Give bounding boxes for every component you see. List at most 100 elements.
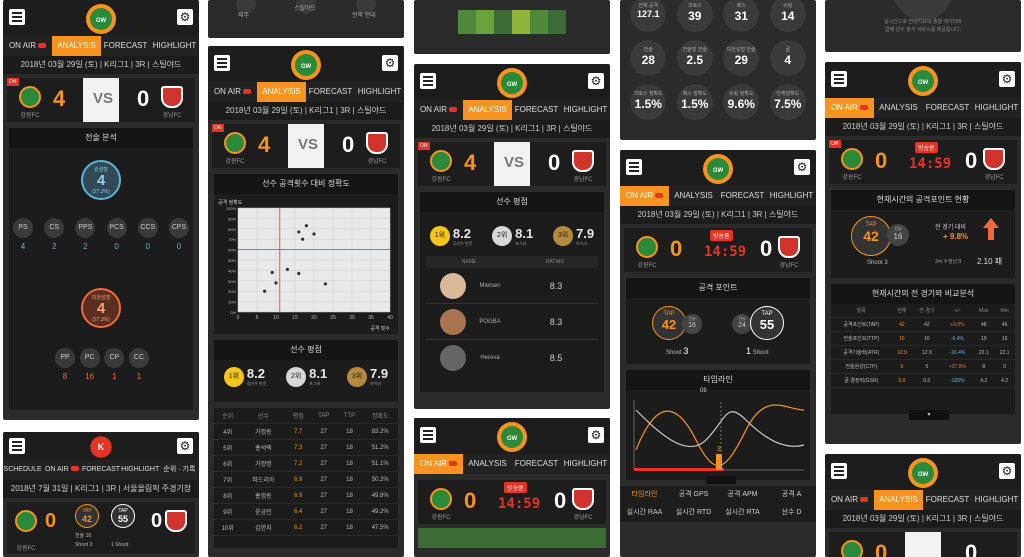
home-score: 0 <box>45 510 57 532</box>
subtab-attack-gps[interactable]: 공격 GPS <box>678 491 709 498</box>
tab-forecast[interactable]: FORECAST <box>103 41 148 50</box>
tab-analysis[interactable]: ANALYSIS <box>257 82 306 102</box>
table-header: 순위 선수 평점 TAP TTP 정확도 <box>214 408 398 424</box>
panel-title: 현재시간의 공격포인트 현황 <box>831 190 1015 210</box>
timeline-mark-08: 08 <box>700 388 707 394</box>
subtab-attack-apm[interactable]: 공격 APM <box>727 491 758 498</box>
tab-onair[interactable]: ON AIR <box>825 98 874 118</box>
tab-onair[interactable]: ON AIR <box>414 454 463 474</box>
tab-highlight[interactable]: HIGHLIGHT <box>974 103 1019 112</box>
away-team-logo <box>572 150 594 172</box>
menu-icon[interactable] <box>9 9 25 25</box>
tab-analysis[interactable]: ANALYSIS <box>874 490 923 510</box>
tab-onair[interactable]: ON AIR <box>3 36 52 56</box>
table-row[interactable]: 전술완성(CTP) 5 5 +37.8% 8 0 <box>831 359 1015 374</box>
menu-icon[interactable] <box>626 159 642 175</box>
table-row[interactable]: 공격포인트(TAP) 42 42 +9.8% 48 46 <box>831 317 1015 332</box>
table-row[interactable]: 7위 파드리아 6.9 27 18 50.2% <box>214 471 398 488</box>
table-cell: 51.2% <box>362 439 398 456</box>
menu-icon[interactable] <box>214 55 230 71</box>
menu-icon[interactable] <box>9 438 25 454</box>
table-cell: 27 <box>310 423 337 440</box>
tab-ranking[interactable]: 순위 · 기록 <box>163 466 196 473</box>
live-badge: 방송중 <box>504 482 527 493</box>
menu-icon[interactable] <box>420 73 436 89</box>
gear-icon[interactable]: ⚙ <box>588 427 604 443</box>
gear-icon[interactable]: ⚙ <box>999 463 1015 479</box>
tab-forecast[interactable]: FORECAST <box>925 103 970 112</box>
subtab-player-d[interactable]: 선수 D <box>781 509 802 516</box>
gear-icon[interactable]: ⚙ <box>382 55 398 71</box>
tab-onair[interactable]: ON AIR <box>414 100 463 120</box>
tab-analysis[interactable]: ANALYSIS <box>52 36 101 56</box>
tab-forecast[interactable]: FORECAST <box>308 87 353 96</box>
table-row[interactable]: 골 결정력(GSR) 0.0 0.0 -320% 4.2 4.2 <box>831 373 1015 388</box>
tab-analysis[interactable]: ANALYSIS <box>879 103 918 112</box>
compare-table-panel: 현재시간의 전 경기와 비교분석 항목 현재 전 경기 +/- Max Min … <box>831 284 1015 420</box>
stat-cs: CS 2 <box>44 218 65 251</box>
tab-onair[interactable]: ON AIR <box>825 490 874 510</box>
tab-onair[interactable]: ON AIR <box>208 82 257 102</box>
tab-analysis[interactable]: ANALYSIS <box>463 100 512 120</box>
table-row[interactable]: 8위 홍정동 6.9 27 18 49.8% <box>214 487 398 504</box>
tab-highlight[interactable]: HIGHLIGHT <box>357 87 402 96</box>
menu-icon[interactable] <box>831 71 847 87</box>
home-team-logo <box>430 488 452 510</box>
tab-highlight[interactable]: HIGHLIGHT <box>974 495 1019 504</box>
table-row[interactable]: 6위 가정명 7.2 27 18 51.1% <box>214 455 398 472</box>
table-cell: 윤금민 <box>241 503 286 520</box>
stat-ps: PS 4 <box>13 218 33 251</box>
table-row[interactable]: 10위 김한지 6.2 27 18 47.5% <box>214 519 398 536</box>
league: K리그1 <box>309 106 334 115</box>
tab-highlight[interactable]: HIGHLIGHT <box>152 41 197 50</box>
tab-highlight[interactable]: HIGHLIGHT <box>563 105 608 114</box>
tab-highlight[interactable]: HIGHLIGHT <box>121 466 160 473</box>
timeline-handle[interactable] <box>706 476 736 484</box>
table-row[interactable]: 전술포인트(TTP) 16 16 -6.4% 19 16 <box>831 331 1015 346</box>
gear-icon[interactable]: ⚙ <box>177 9 193 25</box>
player-row[interactable]: Mietsen 8.3 <box>426 268 598 304</box>
tab-onair[interactable]: ON AIR <box>620 186 669 206</box>
tab-onair[interactable]: ON AIR <box>42 460 81 480</box>
stat-circle: 전체정확도 7.5% <box>769 84 806 120</box>
table-row[interactable]: 4위 가정동 7.7 27 18 83.2% <box>214 423 398 440</box>
tab-highlight[interactable]: HIGHLIGHT <box>769 191 814 200</box>
subtab-realtime-rtd[interactable]: 실시간 RTD <box>675 509 712 516</box>
table-cell: 51.1% <box>362 455 398 472</box>
subtab-attack-a[interactable]: 공격 A <box>781 491 802 498</box>
table-row[interactable]: 9위 윤금민 6.4 27 18 49.2% <box>214 503 398 520</box>
subtab-realtime-raa[interactable]: 실시간 RAA <box>626 509 663 516</box>
stadium: 스틸야드 <box>562 124 593 133</box>
tab-schedule[interactable]: SCHEDULE <box>3 466 42 473</box>
gear-icon[interactable]: ⚙ <box>588 73 604 89</box>
y-axis-label: 공격 정확도 <box>218 199 243 206</box>
tab-analysis[interactable]: ANALYSIS <box>674 191 713 200</box>
tab-analysis[interactable]: ANALYSIS <box>468 459 507 468</box>
menu-icon[interactable] <box>831 463 847 479</box>
menu-icon[interactable] <box>420 427 436 443</box>
away-team-logo <box>165 510 187 532</box>
tab-forecast[interactable]: FORECAST <box>720 191 765 200</box>
tab-forecast[interactable]: FORECAST <box>81 466 121 473</box>
on-badge: ON <box>418 142 430 150</box>
round: 3R <box>135 60 146 69</box>
tab-forecast[interactable]: FORECAST <box>925 495 970 504</box>
gear-icon[interactable]: ⚙ <box>999 71 1015 87</box>
tab-highlight[interactable]: HIGHLIGHT <box>563 459 608 468</box>
subtab-timeline[interactable]: 타임라인 <box>631 491 658 498</box>
player-row[interactable]: POGBA 8.3 <box>426 304 598 340</box>
gear-icon[interactable]: ⚙ <box>794 159 810 175</box>
tab-forecast[interactable]: FORECAST <box>514 105 559 114</box>
on-badge: ON <box>829 140 841 148</box>
tab-forecast[interactable]: FORECAST <box>514 459 559 468</box>
chevron-down-icon[interactable]: ▾ <box>909 410 949 420</box>
gear-icon[interactable]: ⚙ <box>177 438 193 454</box>
col-min: Min <box>994 304 1015 318</box>
compare-table-body: 공격포인트(TAP) 42 42 +9.8% 48 46 전술포인트(TTP) 16 16 -6.… <box>831 317 1015 388</box>
player-row[interactable]: Hereva 8.5 <box>426 340 598 376</box>
table-row[interactable]: 5위 홍석택 7.3 27 18 51.2% <box>214 439 398 456</box>
table-row[interactable]: 공격기술력(ATR) 12.9 12.9 -16.4% 22.1 22.1 <box>831 345 1015 360</box>
away-score: 0 <box>965 148 978 173</box>
subtab-realtime-rta[interactable]: 실시간 RTA <box>725 509 760 516</box>
incomplete-value: 4 <box>96 300 106 317</box>
